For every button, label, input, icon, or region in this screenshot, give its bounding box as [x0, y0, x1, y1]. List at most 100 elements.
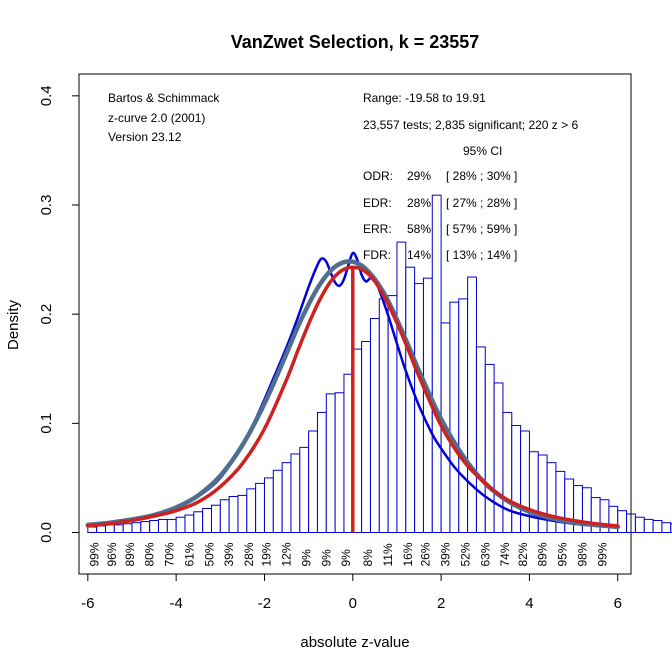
histogram-bar — [361, 340, 371, 534]
y-tick-label: 0.2 — [38, 304, 55, 325]
x-tick-label: 6 — [614, 595, 622, 612]
edr-ci: [ 27% ; 28% ] — [446, 196, 517, 210]
histogram-bar — [184, 514, 195, 534]
histogram-bar — [484, 363, 495, 534]
percent-label: 74% — [498, 542, 512, 566]
percent-label: 89% — [123, 542, 137, 566]
err-label: ERR: — [363, 222, 392, 236]
series-line-selection-model — [86, 265, 620, 528]
y-axis-label: Density — [5, 299, 22, 350]
odr-ci: [ 28% ; 30% ] — [446, 169, 517, 183]
edr-value: 28% — [407, 196, 431, 210]
stats-range: Range: -19.58 to 19.91 — [363, 91, 486, 105]
histogram-bar — [537, 454, 548, 534]
histogram-bar — [140, 521, 151, 534]
odr-label: ODR: — [363, 169, 393, 183]
histogram-bar — [617, 510, 628, 534]
percent-label: 95% — [556, 542, 570, 566]
percent-label: 52% — [458, 542, 472, 566]
percent-label: 9% — [319, 549, 333, 567]
histogram-bar — [290, 453, 301, 534]
percent-label: 19% — [260, 542, 274, 566]
fdr-label: FDR: — [363, 248, 391, 262]
histogram-bar — [219, 499, 230, 534]
y-axis: 0.0 0.1 0.2 0.3 0.4 — [38, 85, 80, 543]
percent-label: 89% — [536, 542, 550, 566]
histogram-bar — [661, 522, 672, 534]
credits-authors: Bartos & Schimmack — [108, 91, 220, 105]
histogram-bar — [272, 469, 283, 534]
x-tick-label: -2 — [258, 595, 271, 612]
x-axis-label: absolute z-value — [300, 634, 409, 651]
histogram-bar — [431, 194, 442, 534]
percent-label: 28% — [242, 542, 256, 566]
percent-label: 63% — [478, 542, 492, 566]
histogram-bar — [228, 495, 239, 534]
edr-label: EDR: — [363, 196, 392, 210]
percent-label: 16% — [401, 542, 415, 566]
stats-tests: 23,557 tests; 2,835 significant; 220 z >… — [363, 118, 578, 132]
x-tick-label: -4 — [169, 595, 182, 612]
histogram-bar — [113, 524, 124, 534]
y-tick-label: 0.4 — [38, 85, 55, 106]
percent-label: 99% — [88, 542, 102, 566]
credits-version: Version 23.12 — [108, 130, 182, 144]
histogram-bar — [396, 241, 407, 534]
percent-label: 26% — [419, 542, 433, 566]
percent-label: 80% — [143, 542, 157, 566]
histogram-bar — [237, 494, 248, 534]
percent-label: 12% — [280, 542, 294, 566]
percent-label: 39% — [222, 542, 236, 566]
histogram-bar — [475, 346, 486, 534]
err-value: 58% — [407, 222, 431, 236]
histogram-bar — [369, 318, 380, 534]
histogram-bar — [334, 392, 345, 534]
percent-label: 98% — [575, 542, 589, 566]
stats-block: Range: -19.58 to 19.91 23,557 tests; 2,8… — [363, 91, 578, 262]
histogram-bar — [87, 526, 98, 534]
y-tick-label: 0.0 — [38, 522, 55, 543]
histogram-bars — [87, 194, 672, 534]
histogram-bar — [157, 518, 168, 534]
histogram-bar — [263, 477, 274, 534]
histogram-bar — [210, 504, 221, 534]
histogram-bar — [643, 518, 654, 534]
fdr-value: 14% — [407, 248, 431, 262]
histogram-bar — [299, 446, 310, 534]
histogram-bar — [281, 462, 292, 534]
x-tick-label: 0 — [349, 595, 357, 612]
histogram-bar — [511, 425, 522, 534]
histogram-bar — [193, 511, 204, 534]
histogram-bar — [96, 525, 106, 534]
histogram-bar — [255, 482, 265, 534]
percent-label: 11% — [381, 543, 395, 566]
histogram-bar — [449, 301, 460, 534]
histogram-bar — [166, 518, 177, 534]
histogram-bar — [378, 298, 389, 534]
histogram-bar — [652, 520, 663, 534]
percent-label: 9% — [339, 549, 353, 567]
odr-value: 29% — [407, 169, 431, 183]
percent-label: 39% — [439, 542, 453, 566]
histogram-bar — [405, 266, 416, 534]
x-tick-label: 2 — [437, 595, 445, 612]
histogram-bar — [520, 430, 530, 534]
histogram-bar — [316, 411, 327, 534]
histogram-bar — [308, 430, 318, 534]
percent-label: 61% — [182, 542, 196, 566]
percent-label: 82% — [516, 542, 530, 566]
percent-label: 50% — [202, 542, 216, 566]
y-tick-label: 0.1 — [38, 413, 55, 434]
x-tick-label: -6 — [81, 595, 94, 612]
chart-title: VanZwet Selection, k = 23557 — [231, 32, 480, 52]
histogram-bar — [493, 382, 504, 534]
histogram-bar — [175, 516, 186, 534]
histogram-bar — [670, 523, 672, 534]
percent-label: 99% — [595, 542, 609, 566]
credits-software: z-curve 2.0 (2001) — [108, 111, 205, 125]
histogram-bar — [122, 523, 133, 534]
percent-labels: 99% 96% 89% 80% 70% 61% 50% 39% 28% 19% 12% 9% 9% 9% 8… — [88, 542, 610, 566]
density-curves — [85, 251, 620, 533]
histogram-bar — [502, 411, 513, 534]
